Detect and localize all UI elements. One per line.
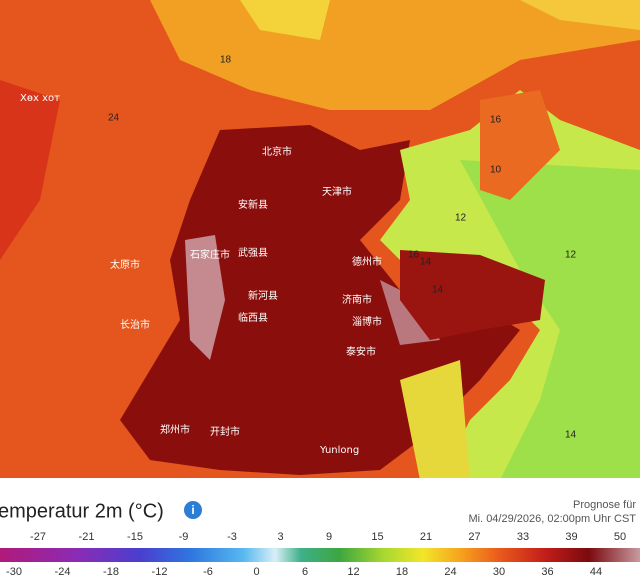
color-bar-tick-label: -6 bbox=[203, 566, 213, 578]
color-bar-tick-label: 39 bbox=[565, 531, 577, 543]
peninsula bbox=[480, 90, 560, 200]
color-bar-tick-label: -3 bbox=[227, 531, 237, 543]
color-bar-tick-label: 0 bbox=[253, 566, 259, 578]
legend-panel bbox=[0, 478, 640, 580]
place-label: 郑州市 bbox=[160, 423, 190, 436]
color-bar-tick-label: -15 bbox=[127, 531, 143, 543]
color-bar-tick-label: -27 bbox=[30, 531, 46, 543]
color-bar-tick-label: 50 bbox=[614, 531, 626, 543]
color-bar-tick-label: 18 bbox=[396, 566, 408, 578]
color-bar-tick-label: 12 bbox=[347, 566, 359, 578]
color-bar-tick-label: -24 bbox=[55, 566, 71, 578]
color-bar-tick-label: 21 bbox=[420, 531, 432, 543]
place-label: 济南市 bbox=[342, 293, 372, 306]
contour-label: 10 bbox=[490, 165, 502, 176]
place-label: 武强县 bbox=[238, 246, 268, 259]
land-mild bbox=[240, 0, 330, 40]
color-bar-tick-label: -18 bbox=[103, 566, 119, 578]
contour-label: 16 bbox=[408, 250, 420, 261]
place-label: 石家庄市 bbox=[190, 248, 230, 261]
contour-label: 16 bbox=[490, 115, 502, 126]
color-bar bbox=[0, 548, 640, 562]
contour-label: 12 bbox=[565, 250, 577, 261]
info-icon[interactable] bbox=[184, 501, 202, 519]
place-label: Yunlong bbox=[319, 445, 359, 456]
sea-mild bbox=[400, 360, 470, 480]
color-bar-tick-label: 24 bbox=[444, 566, 456, 578]
color-bar-tick-label: 36 bbox=[541, 566, 553, 578]
land-mild bbox=[520, 0, 640, 30]
color-bar-tick-label: 15 bbox=[371, 531, 383, 543]
place-label: 泰安市 bbox=[346, 345, 376, 358]
place-label: Хөх хот bbox=[20, 93, 60, 104]
color-bar-tick-label: -12 bbox=[152, 566, 168, 578]
forecast-label: Prognose für bbox=[573, 499, 636, 511]
place-label: 太原市 bbox=[110, 258, 140, 271]
color-bar-tick-label: -30 bbox=[6, 566, 22, 578]
place-label: 淄博市 bbox=[352, 315, 382, 328]
color-bar-tick-label: 9 bbox=[326, 531, 332, 543]
color-bar-ticks: -27 -21 -15 -9 -3 3 9 15 21 27 33 39 50-30 -24 -18 -12-… bbox=[6, 531, 626, 578]
place-label: 天津市 bbox=[322, 185, 352, 198]
land-hot bbox=[0, 80, 60, 260]
color-bar-tick-label: 6 bbox=[302, 566, 308, 578]
color-bar-tick-label: 27 bbox=[468, 531, 480, 543]
very-hot-patch bbox=[185, 235, 225, 360]
contour-label: 14 bbox=[420, 257, 432, 268]
place-label: 安新县 bbox=[238, 198, 268, 211]
contour-label: 24 bbox=[108, 113, 120, 124]
contour-label: 14 bbox=[565, 430, 577, 441]
contour-label: 18 bbox=[220, 55, 232, 66]
place-label: 开封市 bbox=[210, 425, 240, 438]
color-bar-tick-label: -9 bbox=[179, 531, 189, 543]
color-bar-tick-label: 30 bbox=[493, 566, 505, 578]
peninsula bbox=[400, 250, 545, 340]
place-label: 长治市 bbox=[120, 318, 150, 331]
place-label: 临西县 bbox=[238, 311, 268, 324]
contour-label: 14 bbox=[432, 285, 444, 296]
legend-title: emperatur 2m (°C) bbox=[0, 500, 164, 522]
color-bar-tick-label: 33 bbox=[517, 531, 529, 543]
forecast-time: Mi. 04/29/2026, 02:00pm Uhr CST bbox=[468, 513, 636, 525]
place-label: 德州市 bbox=[352, 255, 382, 268]
map bbox=[0, 0, 640, 480]
contour-label: 12 bbox=[455, 213, 467, 224]
color-bar-tick-label: 44 bbox=[590, 566, 602, 578]
color-bar-tick-label: 3 bbox=[277, 531, 283, 543]
color-bar-tick-label: -21 bbox=[79, 531, 95, 543]
info-icon-glyph: i bbox=[191, 503, 194, 517]
place-label: 北京市 bbox=[262, 145, 292, 158]
place-label: 新河县 bbox=[248, 289, 278, 302]
sea-cooler bbox=[460, 160, 640, 480]
